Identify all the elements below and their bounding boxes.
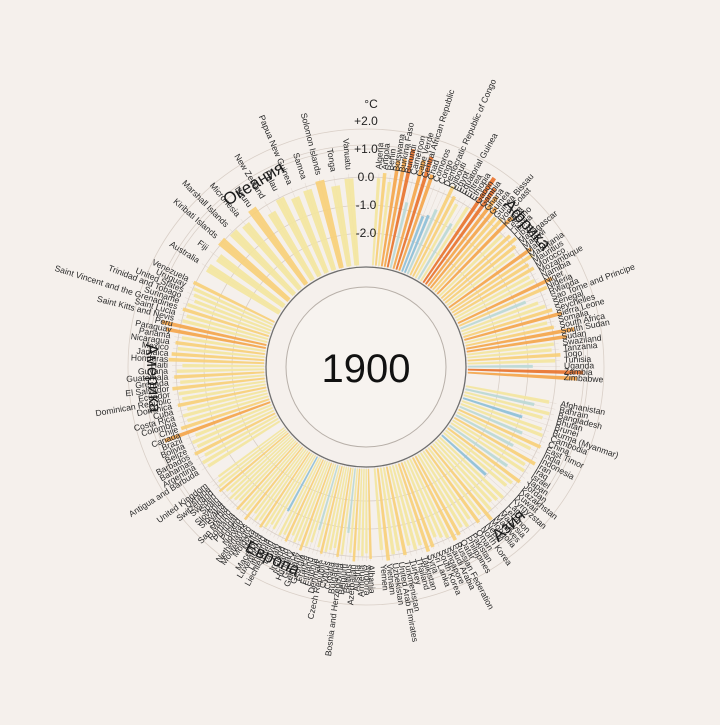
bar-serbia bbox=[234, 439, 295, 500]
country-label: Australia bbox=[168, 239, 202, 265]
bar-haiti bbox=[182, 364, 264, 367]
tick-label: -1.0 bbox=[356, 198, 377, 212]
tick-label: -2.0 bbox=[356, 226, 377, 240]
bar-andorra bbox=[365, 469, 368, 553]
country-label: Fiji bbox=[196, 238, 211, 253]
region-label: Америка bbox=[142, 343, 165, 413]
country-label: Samoa bbox=[291, 151, 309, 180]
country-label: Tonga bbox=[325, 148, 339, 173]
country-label: Vanuatu bbox=[341, 138, 354, 170]
country-label: Yemen bbox=[379, 564, 391, 591]
tick-label: 0.0 bbox=[358, 170, 375, 184]
bar-albania bbox=[368, 469, 372, 559]
bar-uganda bbox=[468, 365, 533, 368]
tick-label: +1.0 bbox=[354, 142, 378, 156]
bar-afghanistan bbox=[466, 385, 549, 404]
year-label: 1900 bbox=[322, 347, 411, 391]
unit-label: °C bbox=[364, 97, 378, 111]
tick-label: +2.0 bbox=[354, 114, 378, 128]
country-label: Zimbabwe bbox=[563, 372, 603, 384]
